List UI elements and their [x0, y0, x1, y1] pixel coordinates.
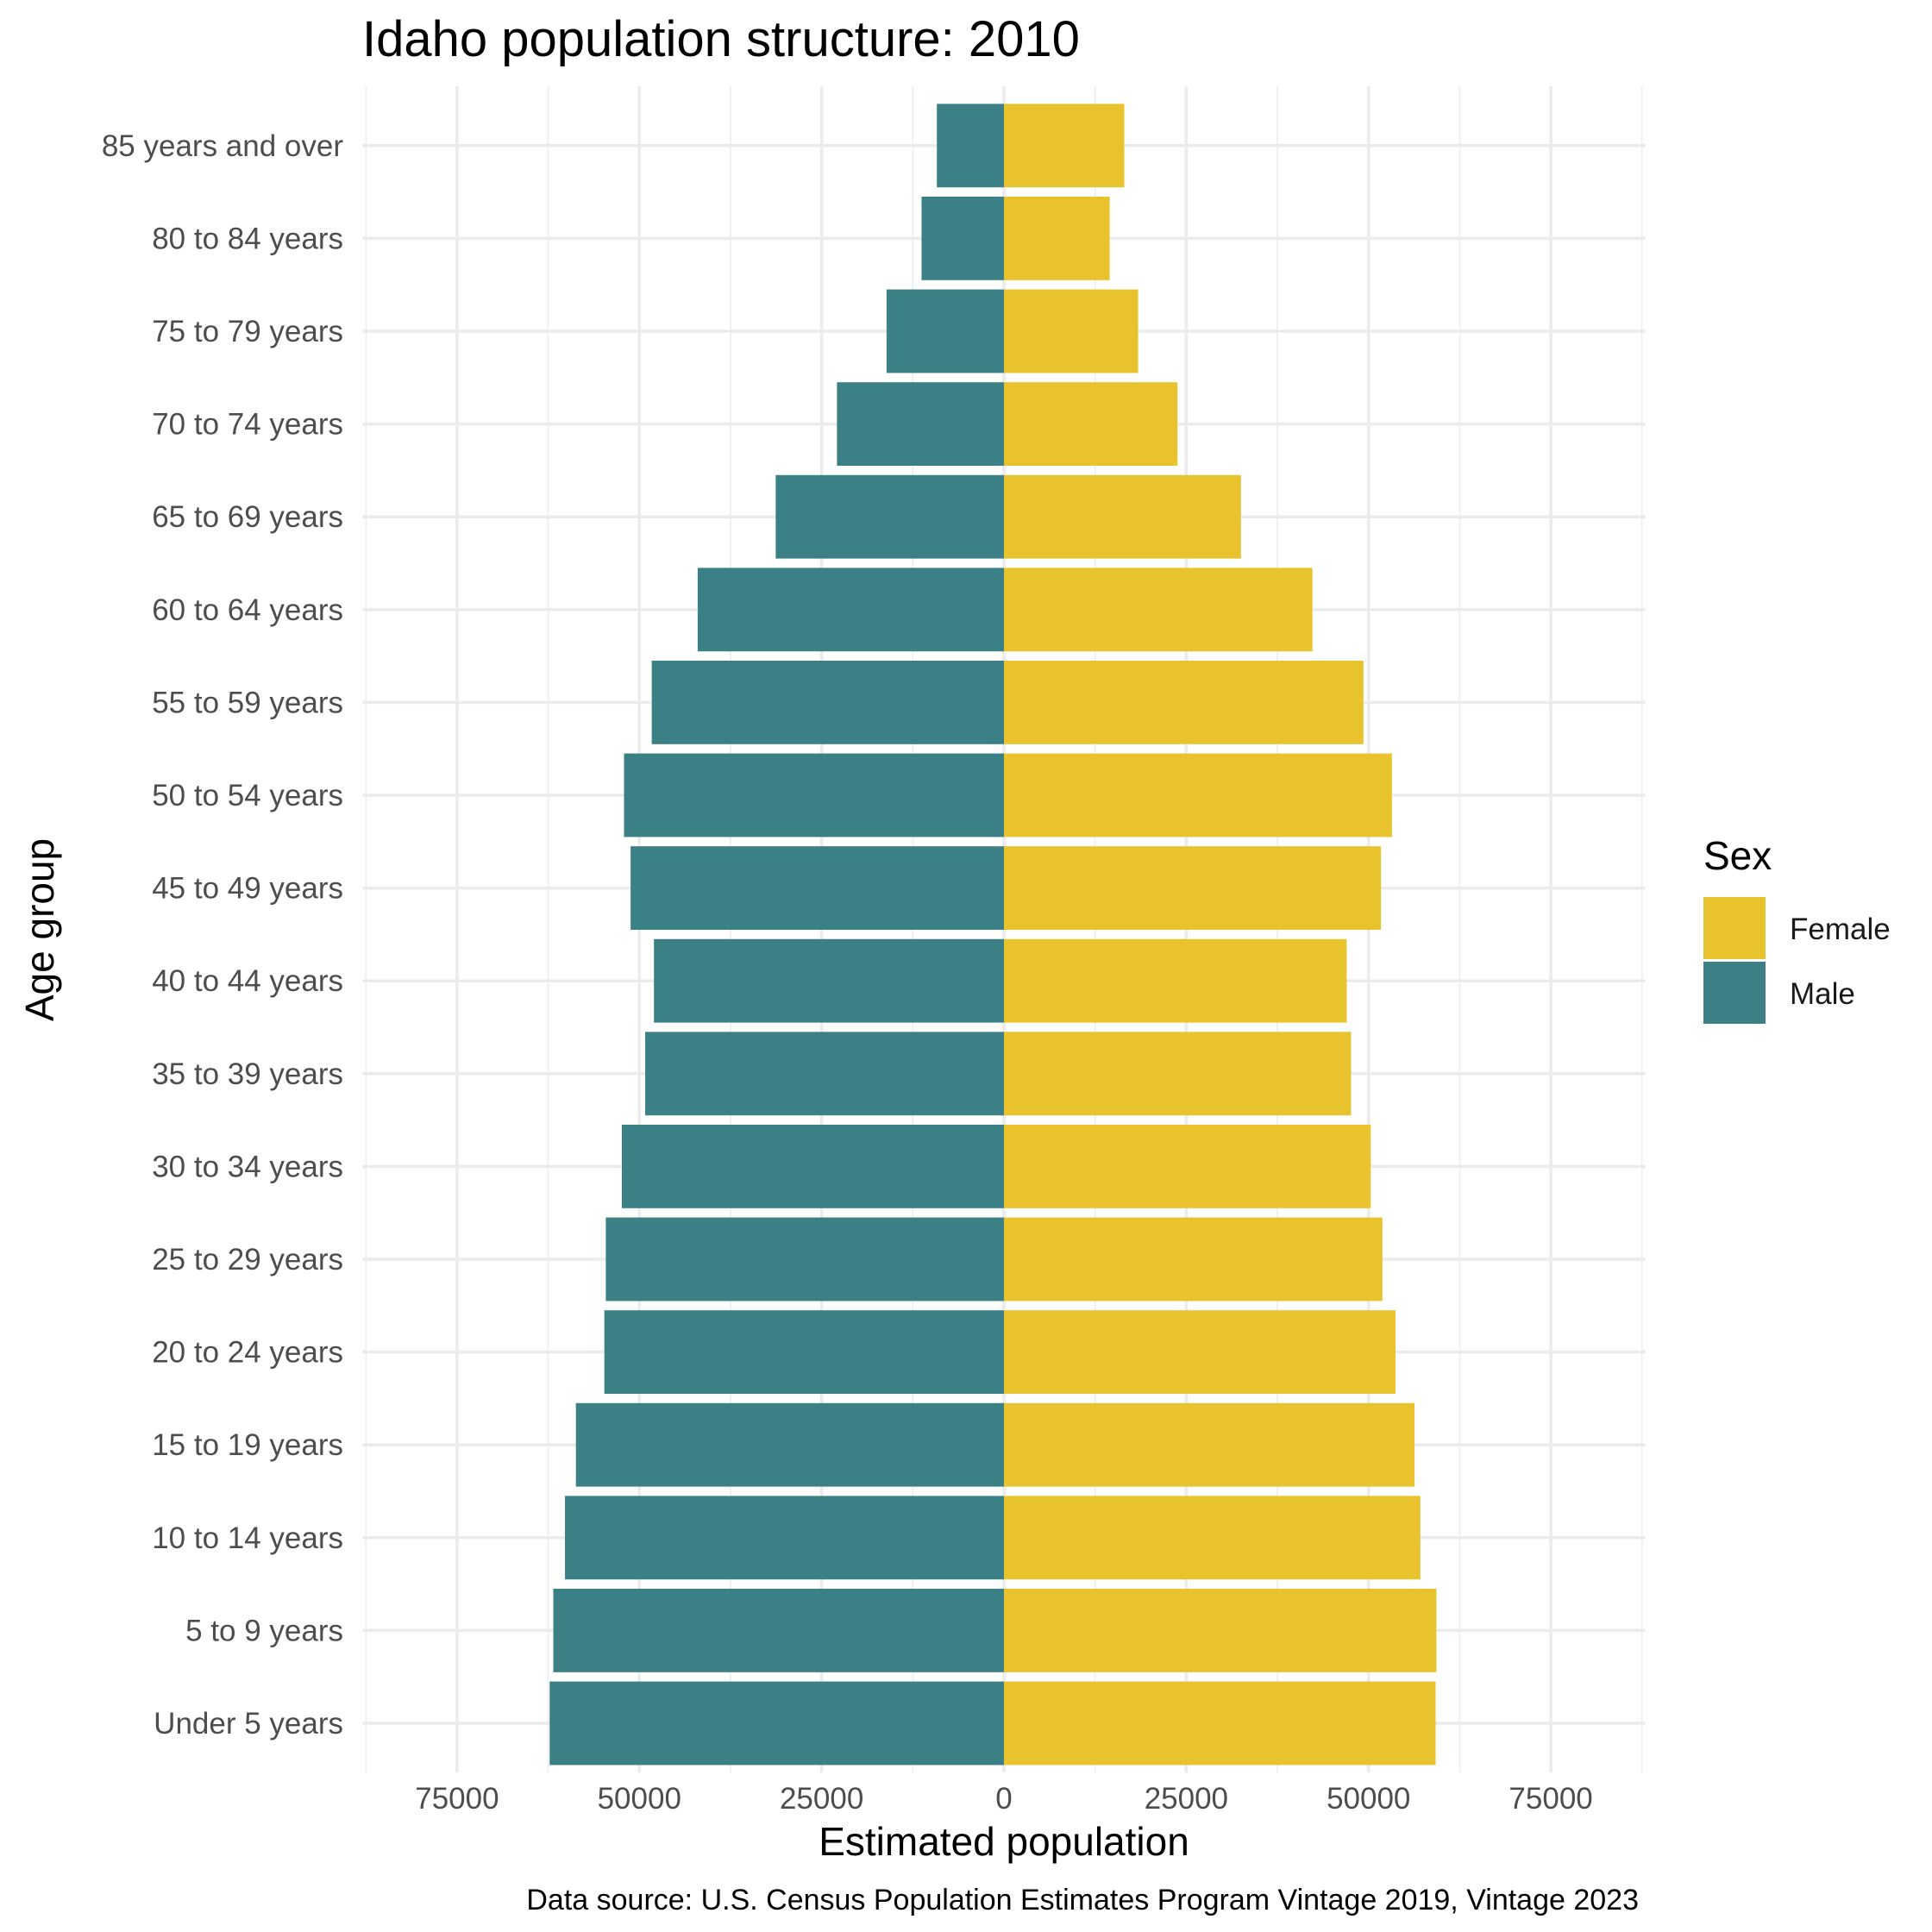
legend-label-female: Female — [1790, 913, 1891, 946]
bar-male — [937, 104, 1004, 188]
y-tick-label: 10 to 14 years — [152, 1521, 343, 1555]
bar-male — [921, 196, 1004, 280]
y-tick-label: 75 to 79 years — [152, 315, 343, 348]
y-tick-label: 80 to 84 years — [152, 222, 343, 255]
bar-male — [549, 1681, 1004, 1766]
y-axis-label: Age group — [17, 837, 62, 1022]
bar-female — [1004, 1402, 1414, 1487]
bar-male — [654, 938, 1004, 1023]
bar-female — [1004, 1496, 1421, 1580]
bar-female — [1004, 104, 1125, 188]
bar-male — [624, 753, 1004, 837]
x-tick-labels: 75000 50000 25000 0 25000 50000 75000 — [415, 1782, 1593, 1816]
bar-female — [1004, 196, 1110, 280]
bar-male — [604, 1310, 1004, 1395]
bar-male — [553, 1588, 1004, 1672]
legend-label-male: Male — [1790, 977, 1855, 1011]
bar-male — [886, 289, 1004, 373]
x-tick-label: 0 — [995, 1782, 1012, 1816]
bar-female — [1004, 1217, 1383, 1302]
x-tick-label: 50000 — [1327, 1782, 1410, 1816]
y-tick-label: 30 to 34 years — [152, 1150, 343, 1183]
bar-male — [575, 1402, 1004, 1487]
y-tick-label: 5 to 9 years — [185, 1614, 343, 1647]
y-tick-label: Under 5 years — [154, 1707, 343, 1741]
y-tick-label: 45 to 49 years — [152, 872, 343, 906]
bar-male — [775, 474, 1004, 559]
y-tick-label: 25 to 29 years — [152, 1243, 343, 1276]
bar-male — [645, 1032, 1004, 1116]
y-tick-label: 50 to 54 years — [152, 779, 343, 812]
x-tick-label: 75000 — [1509, 1782, 1592, 1816]
chart-caption: Data source: U.S. Census Population Esti… — [526, 1884, 1639, 1916]
x-tick-label: 75000 — [415, 1782, 499, 1816]
x-tick-label: 50000 — [598, 1782, 681, 1816]
bars — [549, 104, 1437, 1766]
legend-key-male — [1703, 962, 1766, 1024]
bar-female — [1004, 1681, 1436, 1766]
x-axis-label: Estimated population — [819, 1819, 1189, 1864]
bar-male — [651, 660, 1004, 744]
y-tick-label: 85 years and over — [102, 129, 344, 163]
bar-female — [1004, 1310, 1396, 1395]
y-tick-label: 20 to 24 years — [152, 1336, 343, 1370]
bar-male — [630, 846, 1004, 931]
x-tick-label: 25000 — [1145, 1782, 1228, 1816]
y-tick-label: 70 to 74 years — [152, 408, 343, 442]
bar-female — [1004, 382, 1178, 467]
x-tick-label: 25000 — [780, 1782, 863, 1816]
y-tick-label: 15 to 19 years — [152, 1428, 343, 1462]
bar-female — [1004, 938, 1347, 1023]
bar-male — [697, 568, 1004, 652]
legend-title: Sex — [1703, 833, 1772, 878]
y-tick-labels: Under 5 years 5 to 9 years 10 to 14 years 1… — [102, 129, 344, 1741]
bar-female — [1004, 474, 1241, 559]
y-tick-label: 40 to 44 years — [152, 964, 343, 998]
bar-male — [837, 382, 1004, 467]
bar-female — [1004, 1588, 1437, 1672]
bar-female — [1004, 568, 1313, 652]
bar-female — [1004, 846, 1382, 931]
y-tick-label: 60 to 64 years — [152, 593, 343, 627]
bar-female — [1004, 660, 1364, 744]
legend-key-female — [1703, 897, 1766, 959]
bar-female — [1004, 289, 1138, 373]
chart-title: Idaho population structure: 2010 — [362, 11, 1080, 67]
y-tick-label: 65 to 69 years — [152, 500, 343, 534]
bar-female — [1004, 1032, 1352, 1116]
y-tick-label: 55 to 59 years — [152, 686, 343, 719]
bar-male — [565, 1496, 1004, 1580]
bar-male — [605, 1217, 1004, 1302]
bar-female — [1004, 1124, 1371, 1208]
bar-female — [1004, 753, 1392, 837]
bar-male — [621, 1124, 1004, 1208]
y-tick-label: 35 to 39 years — [152, 1057, 343, 1091]
